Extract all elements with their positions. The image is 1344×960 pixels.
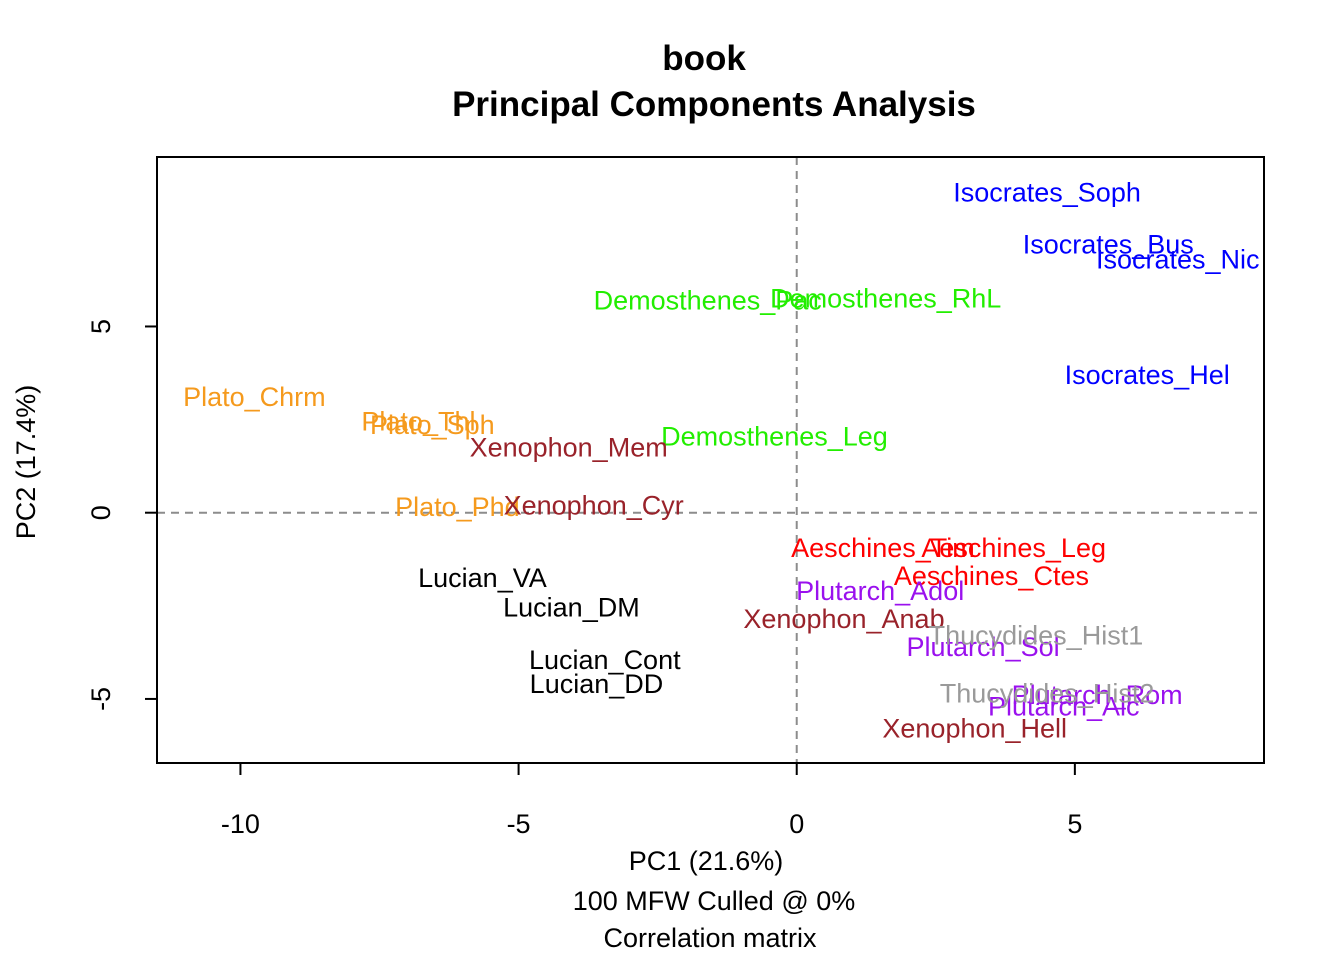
reference-lines xyxy=(157,157,1264,763)
y-tick-label: -5 xyxy=(86,687,116,711)
x-tick-label: 0 xyxy=(789,809,804,839)
y-axis-label: PC2 (17.4%) xyxy=(11,385,41,540)
y-tick-label: 5 xyxy=(86,319,116,334)
chart-subtitle: Principal Components Analysis xyxy=(452,85,976,124)
point-label: Aeschines_Leg xyxy=(921,533,1106,563)
point-label: Isocrates_Bus xyxy=(1023,230,1194,260)
point-label: Plato_Thl xyxy=(361,406,475,436)
point-label: Xenophon_Mem xyxy=(470,433,668,463)
point-label: Plato_Sph xyxy=(370,410,495,440)
chart-title: book xyxy=(662,39,746,78)
point-label: Thucydides_Hist2 xyxy=(940,678,1155,708)
plot-frame xyxy=(156,156,1265,764)
point-label: Lucian_Cont xyxy=(529,645,681,675)
point-label: Xenophon_Hell xyxy=(882,714,1067,744)
point-labels: Isocrates_Soph Isocrates_BusIsocrates_Nic… xyxy=(183,177,1259,743)
point-label: Plutarch_Sol xyxy=(907,632,1060,662)
point-label: Thucydides_Hist1 xyxy=(929,621,1144,651)
caption-matrix: Correlation matrix xyxy=(603,923,817,953)
point-label: Plutarch_Adol xyxy=(796,576,964,606)
point-label: Lucian_DD xyxy=(530,669,664,699)
point-label: Isocrates_Hel xyxy=(1065,360,1230,390)
point-label: Isocrates_Nic xyxy=(1096,244,1260,274)
point-label: Demosthenes_RhL xyxy=(770,284,1001,314)
y-tick-label: 0 xyxy=(86,505,116,520)
point-label: Plutarch_Rom xyxy=(1012,680,1183,710)
x-axis: -10 -5 0 5 xyxy=(221,763,1082,839)
point-label: Xenophon_Anab xyxy=(743,604,944,634)
point-label: Plato_Phd xyxy=(395,492,520,522)
x-tick-label: 5 xyxy=(1067,809,1082,839)
y-axis: -5 0 5 xyxy=(86,319,157,711)
point-label: Xenophon_Cyr xyxy=(504,490,684,520)
point-label: Lucian_DM xyxy=(503,593,640,623)
point-label: Plutarch_Alc xyxy=(988,691,1140,721)
point-label: Demosthenes_Leg xyxy=(661,421,888,451)
x-tick-label: -10 xyxy=(221,809,260,839)
x-axis-label: PC1 (21.6%) xyxy=(629,846,784,876)
point-label: Isocrates_Soph xyxy=(953,177,1141,207)
point-label: Aeschines_Ctes xyxy=(894,561,1089,591)
caption-mfw: 100 MFW Culled @ 0% xyxy=(573,886,856,916)
point-label: Aeschines_Tim xyxy=(791,533,975,563)
point-label: Plato_Chrm xyxy=(183,382,326,412)
point-label: Lucian_VA xyxy=(418,563,547,593)
point-label: Demosthenes_Pac xyxy=(594,285,822,315)
x-tick-label: -5 xyxy=(507,809,531,839)
